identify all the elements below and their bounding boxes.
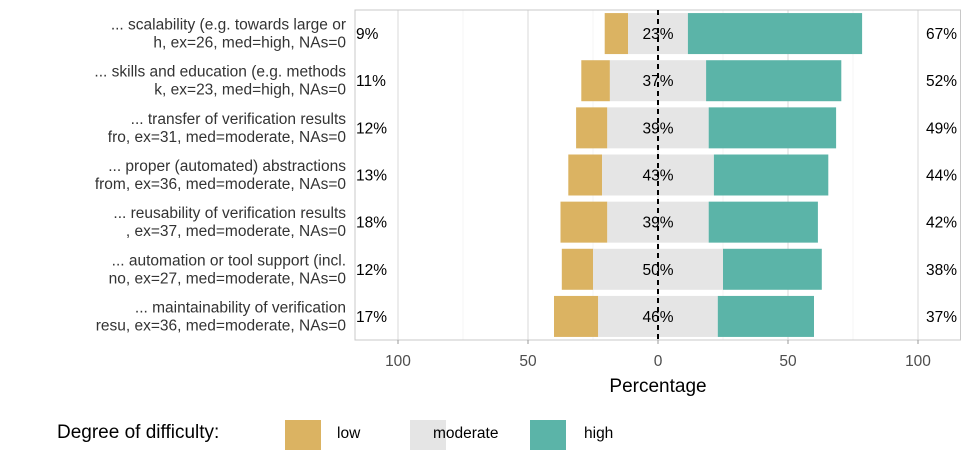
x-tick-label: 50 bbox=[519, 353, 537, 370]
y-axis-label-line: resu, ex=36, med=moderate, NAs=0 bbox=[96, 317, 347, 334]
legend-label-high: high bbox=[584, 425, 613, 442]
bars bbox=[554, 13, 863, 337]
y-axis-label-line: ... skills and education (e.g. methods bbox=[94, 64, 346, 81]
label-high-pct: 44% bbox=[926, 168, 957, 185]
label-low-pct: 17% bbox=[356, 309, 387, 326]
y-axis-label-line: k, ex=23, med=high, NAs=0 bbox=[154, 82, 346, 99]
y-axis-label: ... automation or tool support (incl. no,… bbox=[109, 252, 347, 287]
label-low-pct: 11% bbox=[356, 73, 386, 90]
y-axis-label-line: h, ex=26, med=high, NAs=0 bbox=[153, 35, 346, 52]
y-axis-label-line: ... transfer of verification results bbox=[131, 111, 347, 128]
bar-high bbox=[708, 201, 818, 243]
bar-high bbox=[687, 13, 863, 55]
bar-high bbox=[708, 107, 837, 149]
bar-high bbox=[717, 295, 814, 337]
y-axis-label: ... reusability of verification results,… bbox=[113, 205, 346, 240]
x-tick-label: 0 bbox=[654, 353, 663, 370]
y-axis-label: ... scalability (e.g. towards large or h,… bbox=[111, 17, 347, 52]
y-axis-label: ... proper (automated) abstractions from,… bbox=[95, 158, 347, 193]
label-high-pct: 52% bbox=[926, 73, 957, 90]
y-axis-label: ... maintainability of verification resu,… bbox=[96, 299, 347, 334]
bar-low bbox=[604, 13, 629, 55]
y-axis-label-line: no, ex=27, med=moderate, NAs=0 bbox=[109, 270, 347, 287]
label-high-pct: 67% bbox=[926, 26, 957, 43]
bar-low bbox=[561, 248, 593, 290]
bar-low bbox=[560, 201, 608, 243]
bar-low bbox=[581, 60, 610, 102]
bar-low bbox=[554, 295, 599, 337]
x-axis-ticks: 100 50 0 50 100 bbox=[385, 340, 931, 370]
legend-title: Degree of difficulty: bbox=[57, 422, 219, 443]
y-axis-label-line: ... reusability of verification results bbox=[113, 205, 346, 222]
legend: Degree of difficulty: low moderate high bbox=[57, 420, 613, 450]
x-tick-label: 100 bbox=[385, 353, 411, 370]
label-moderate-pct: 37% bbox=[642, 73, 673, 90]
bar-high bbox=[706, 60, 842, 102]
label-high-pct: 42% bbox=[926, 215, 957, 232]
label-high-pct: 49% bbox=[926, 120, 957, 137]
label-high-pct: 37% bbox=[926, 309, 957, 326]
label-moderate-pct: 39% bbox=[642, 215, 673, 232]
bar-low bbox=[576, 107, 608, 149]
y-axis-label-line: ... proper (automated) abstractions bbox=[108, 158, 346, 175]
x-tick-label: 100 bbox=[905, 353, 931, 370]
y-axis-label-line: ... automation or tool support (incl. bbox=[112, 252, 346, 269]
label-moderate-pct: 23% bbox=[642, 26, 673, 43]
label-high-pct: 38% bbox=[926, 262, 957, 279]
label-low-pct: 13% bbox=[356, 168, 387, 185]
bar-high bbox=[723, 248, 822, 290]
x-tick-label: 50 bbox=[779, 353, 797, 370]
y-axis-label-line: ... scalability (e.g. towards large or bbox=[111, 17, 346, 34]
y-axis-label: ... skills and education (e.g. methods k,… bbox=[94, 64, 346, 99]
legend-key-low bbox=[285, 420, 321, 450]
legend-label-low: low bbox=[337, 425, 361, 442]
legend-label-moderate: moderate bbox=[433, 425, 498, 442]
bar-low bbox=[568, 154, 603, 196]
legend-key-high bbox=[530, 420, 566, 450]
percentage-labels: 9% 23% 67%11% 37% 52%12% 39% 49%13% 43% 44%18% 39… bbox=[356, 26, 957, 326]
label-low-pct: 12% bbox=[356, 120, 387, 137]
y-axis-label: ... transfer of verification results fro,… bbox=[108, 111, 347, 146]
label-low-pct: 9% bbox=[356, 26, 379, 43]
label-low-pct: 12% bbox=[356, 262, 387, 279]
x-axis-title: Percentage bbox=[609, 376, 706, 397]
y-axis-label-line: , ex=37, med=moderate, NAs=0 bbox=[126, 223, 347, 240]
y-axis-labels: ... scalability (e.g. towards large or h,… bbox=[94, 17, 346, 335]
y-axis-label-line: fro, ex=31, med=moderate, NAs=0 bbox=[108, 129, 347, 146]
label-moderate-pct: 50% bbox=[642, 262, 673, 279]
label-low-pct: 18% bbox=[356, 215, 387, 232]
y-axis-label-line: ... maintainability of verification bbox=[135, 299, 346, 316]
bar-high bbox=[713, 154, 829, 196]
y-axis-label-line: from, ex=36, med=moderate, NAs=0 bbox=[95, 176, 347, 193]
legend-key-moderate bbox=[410, 420, 446, 450]
